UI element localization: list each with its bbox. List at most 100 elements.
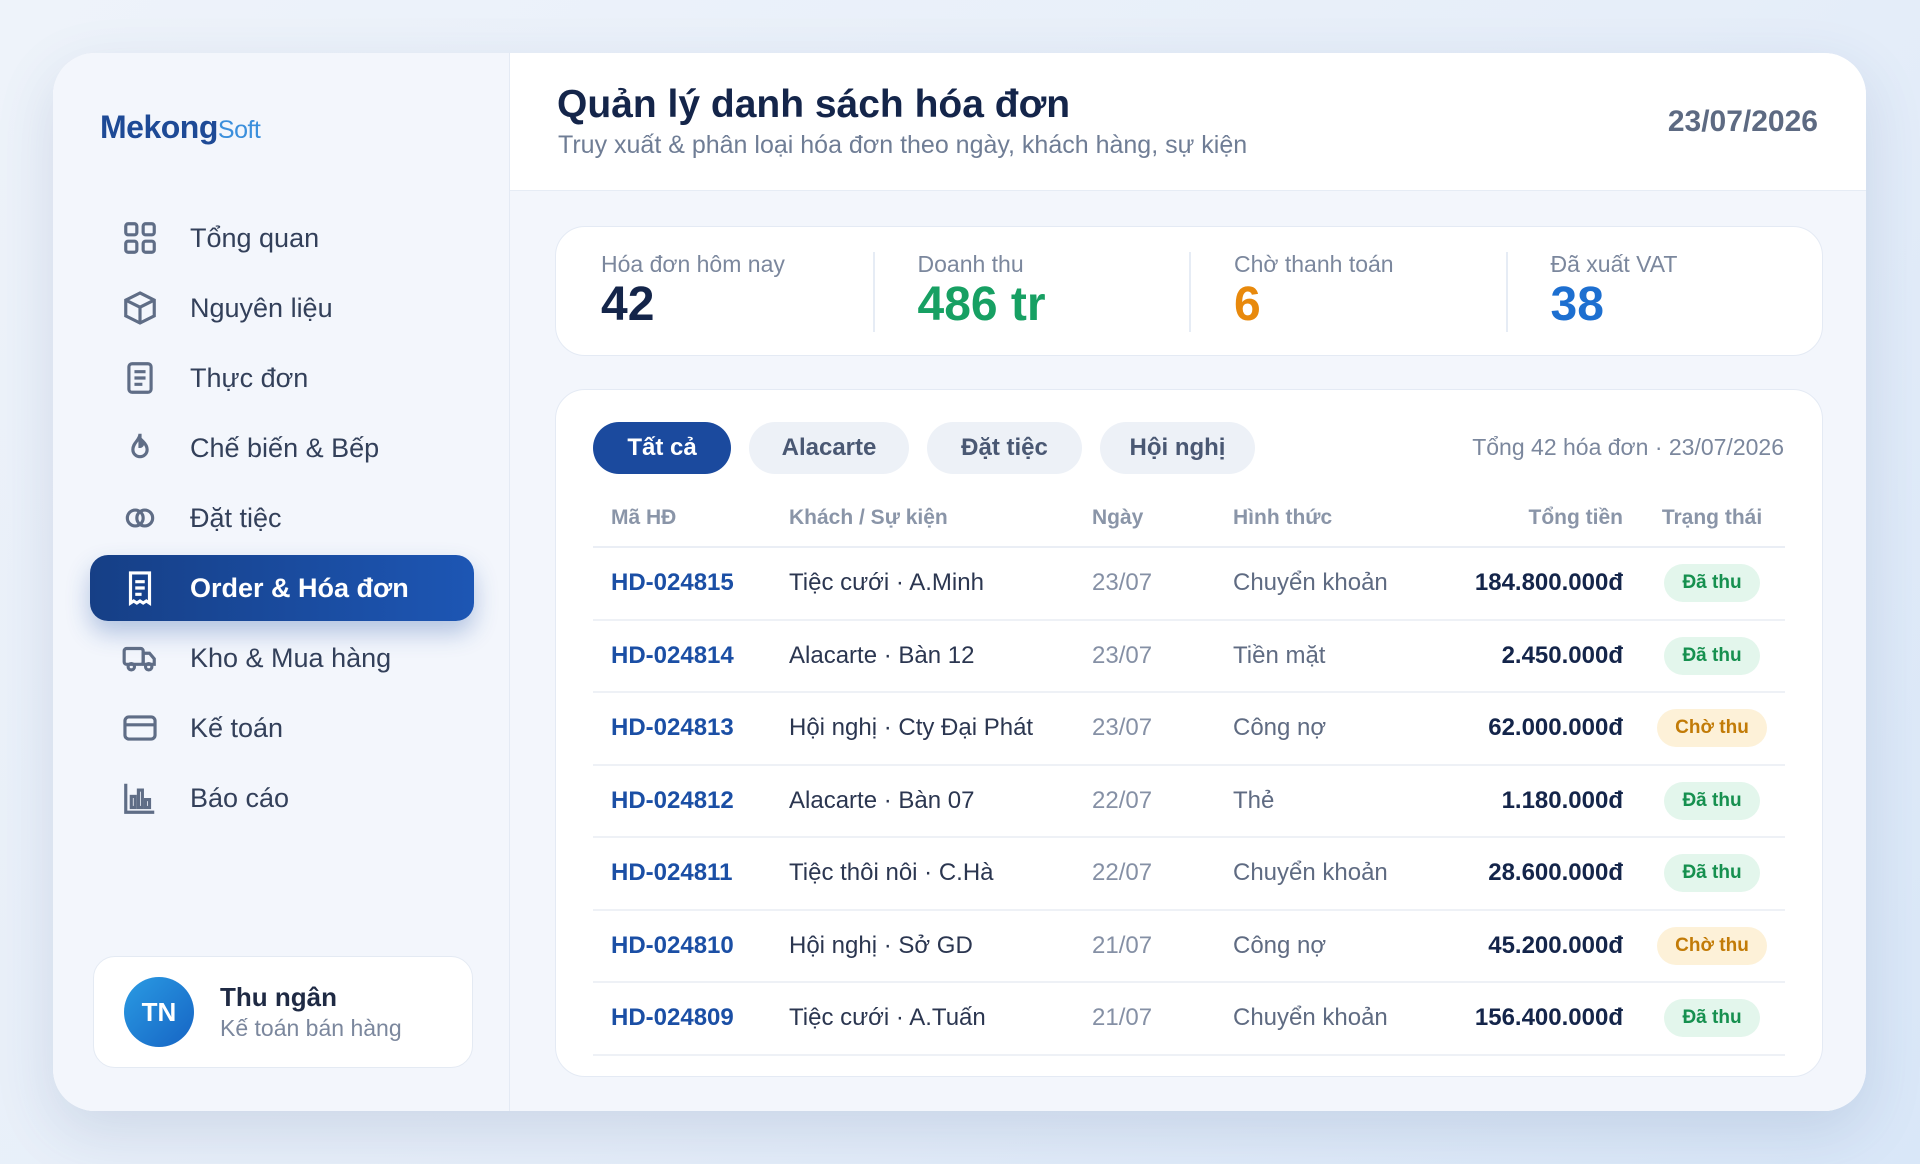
status-badge: Đã thu	[1664, 854, 1760, 893]
column-header-date[interactable]: Ngày	[1092, 506, 1144, 529]
total-cell: 2.450.000đ	[1501, 641, 1623, 669]
bar-chart-icon	[120, 778, 160, 818]
sidebar-item-banquet[interactable]: Đặt tiệc	[90, 485, 474, 551]
invoice-summary: Tổng 42 hóa đơn · 23/07/2026	[1472, 434, 1784, 460]
invoice-id-link[interactable]: HD-024812	[611, 786, 734, 814]
payment-method-cell: Chuyển khoản	[1233, 859, 1388, 887]
sidebar-item-label: Chế biến & Bếp	[190, 432, 380, 463]
card-icon	[120, 708, 160, 748]
date-cell: 23/07	[1092, 569, 1153, 597]
tab-banquet[interactable]: Đặt tiệc	[927, 422, 1082, 474]
table-row[interactable]: HD-024810 Hội nghị · Sở GD 21/07 Công nợ 45.…	[593, 911, 1785, 983]
stat-label: Hóa đơn hôm nay	[601, 251, 785, 277]
table-row[interactable]: HD-024812 Alacarte · Bàn 07 22/07 Thẻ 1.180.…	[593, 766, 1785, 838]
column-header-method[interactable]: Hình thức	[1233, 506, 1333, 529]
column-header-status[interactable]: Trạng thái	[1661, 506, 1763, 529]
invoice-id-link[interactable]: HD-024814	[611, 641, 734, 669]
brand-name-sub: Soft	[217, 116, 261, 144]
app-window: MekongSoft Tổng quan Nguyên liệu Thực đơ…	[53, 53, 1866, 1111]
payment-method-cell: Công nợ	[1233, 931, 1327, 959]
status-cell: Đã thu	[1653, 983, 1771, 1054]
tab-conference[interactable]: Hội nghị	[1100, 422, 1255, 474]
sidebar: MekongSoft Tổng quan Nguyên liệu Thực đơ…	[53, 53, 510, 1111]
user-card[interactable]: TN Thu ngân Kế toán bán hàng	[93, 956, 473, 1068]
sidebar-item-label: Tổng quan	[190, 222, 320, 253]
date-cell: 21/07	[1092, 931, 1153, 959]
sidebar-item-reports[interactable]: Báo cáo	[90, 765, 474, 831]
stat-label: Chờ thanh toán	[1234, 251, 1394, 277]
user-name: Thu ngân	[220, 982, 337, 1012]
page-subtitle: Truy xuất & phân loại hóa đơn theo ngày,…	[558, 131, 1248, 159]
customer-cell: Tiệc thôi nôi · C.Hà	[789, 859, 994, 887]
status-badge: Đã thu	[1664, 564, 1760, 603]
stat-invoices-today: Hóa đơn hôm nay 42	[556, 227, 873, 355]
status-badge: Đã thu	[1664, 999, 1760, 1038]
payment-method-cell: Chuyển khoản	[1233, 569, 1388, 597]
sidebar-item-ingredients[interactable]: Nguyên liệu	[90, 275, 474, 341]
sidebar-nav: Tổng quan Nguyên liệu Thực đơn Chế biến …	[90, 205, 474, 835]
user-info: Thu ngân Kế toán bán hàng	[220, 982, 402, 1042]
invoice-id-link[interactable]: HD-024811	[611, 859, 733, 887]
customer-cell: Hội nghị · Cty Đại Phát	[789, 714, 1034, 742]
payment-method-cell: Chuyển khoản	[1233, 1004, 1388, 1032]
sidebar-item-warehouse[interactable]: Kho & Mua hàng	[90, 625, 474, 691]
status-cell: Chờ thu	[1653, 911, 1771, 982]
status-cell: Đã thu	[1653, 838, 1771, 909]
stat-label: Đã xuất VAT	[1550, 251, 1678, 277]
customer-cell: Alacarte · Bàn 07	[789, 786, 975, 814]
payment-method-cell: Thẻ	[1233, 786, 1275, 814]
date-cell: 23/07	[1092, 714, 1153, 742]
total-cell: 28.600.000đ	[1488, 859, 1623, 887]
table-row[interactable]: HD-024809 Tiệc cưới · A.Tuấn 21/07 Chuyển k…	[593, 983, 1785, 1056]
sidebar-item-label: Báo cáo	[190, 782, 290, 813]
status-badge: Đã thu	[1664, 636, 1760, 675]
table-row[interactable]: HD-024813 Hội nghị · Cty Đại Phát 23/07 Côn…	[593, 693, 1785, 766]
sidebar-item-label: Nguyên liệu	[190, 292, 333, 323]
invoice-id-link[interactable]: HD-024815	[611, 569, 734, 597]
stat-value: 6	[1234, 278, 1261, 331]
status-badge: Chờ thu	[1657, 709, 1767, 748]
total-cell: 156.400.000đ	[1474, 1004, 1623, 1032]
column-header-total[interactable]: Tổng tiền	[1528, 506, 1623, 529]
invoice-id-link[interactable]: HD-024810	[611, 931, 734, 959]
truck-icon	[120, 638, 160, 678]
status-badge: Đã thu	[1664, 781, 1760, 820]
total-cell: 45.200.000đ	[1488, 931, 1623, 959]
table-body: HD-024815 Tiệc cưới · A.Minh 23/07 Chuyển k…	[593, 548, 1785, 1056]
date-cell: 21/07	[1092, 1004, 1153, 1032]
tab-all[interactable]: Tất cả	[593, 422, 731, 474]
sidebar-item-accounting[interactable]: Kế toán	[90, 695, 474, 761]
invoice-table-card: Tất cả Alacarte Đặt tiệc Hội nghị Tổng 4…	[555, 389, 1823, 1077]
tab-alacarte[interactable]: Alacarte	[749, 422, 909, 474]
sidebar-item-menu[interactable]: Thực đơn	[90, 345, 474, 411]
brand-logo[interactable]: MekongSoft	[100, 109, 261, 146]
page-header: Quản lý danh sách hóa đơn Truy xuất & ph…	[510, 53, 1866, 191]
table-row[interactable]: HD-024815 Tiệc cưới · A.Minh 23/07 Chuyển k…	[593, 548, 1785, 621]
sidebar-item-kitchen[interactable]: Chế biến & Bếp	[90, 415, 474, 481]
stats-panel: Hóa đơn hôm nay 42 Doanh thu 486 tr Chờ …	[555, 226, 1823, 356]
filter-tabs: Tất cả Alacarte Đặt tiệc Hội nghị	[593, 422, 1273, 474]
column-header-id[interactable]: Mã HĐ	[611, 506, 677, 529]
table-row[interactable]: HD-024811 Tiệc thôi nôi · C.Hà 22/07 Chuyển…	[593, 838, 1785, 911]
sidebar-item-label: Kế toán	[190, 712, 284, 743]
customer-cell: Alacarte · Bàn 12	[789, 641, 975, 669]
sidebar-item-orders[interactable]: Order & Hóa đơn	[90, 555, 474, 621]
table-row[interactable]: HD-024814 Alacarte · Bàn 12 23/07 Tiền mặt 2…	[593, 621, 1785, 693]
flame-icon	[120, 428, 160, 468]
avatar: TN	[124, 977, 194, 1047]
total-cell: 184.800.000đ	[1474, 569, 1623, 597]
status-cell: Đã thu	[1653, 548, 1771, 619]
header-date: 23/07/2026	[1667, 105, 1818, 138]
date-cell: 22/07	[1092, 786, 1153, 814]
status-cell: Chờ thu	[1653, 693, 1771, 764]
invoice-id-link[interactable]: HD-024809	[611, 1004, 734, 1032]
customer-cell: Tiệc cưới · A.Tuấn	[789, 1004, 986, 1032]
sidebar-item-label: Đặt tiệc	[190, 502, 282, 533]
receipt-icon	[120, 568, 160, 608]
invoice-id-link[interactable]: HD-024813	[611, 714, 734, 742]
date-cell: 23/07	[1092, 641, 1153, 669]
column-header-customer[interactable]: Khách / Sự kiện	[789, 506, 948, 529]
sidebar-item-label: Kho & Mua hàng	[190, 642, 392, 673]
main-content: Quản lý danh sách hóa đơn Truy xuất & ph…	[510, 53, 1866, 1111]
sidebar-item-overview[interactable]: Tổng quan	[90, 205, 474, 271]
